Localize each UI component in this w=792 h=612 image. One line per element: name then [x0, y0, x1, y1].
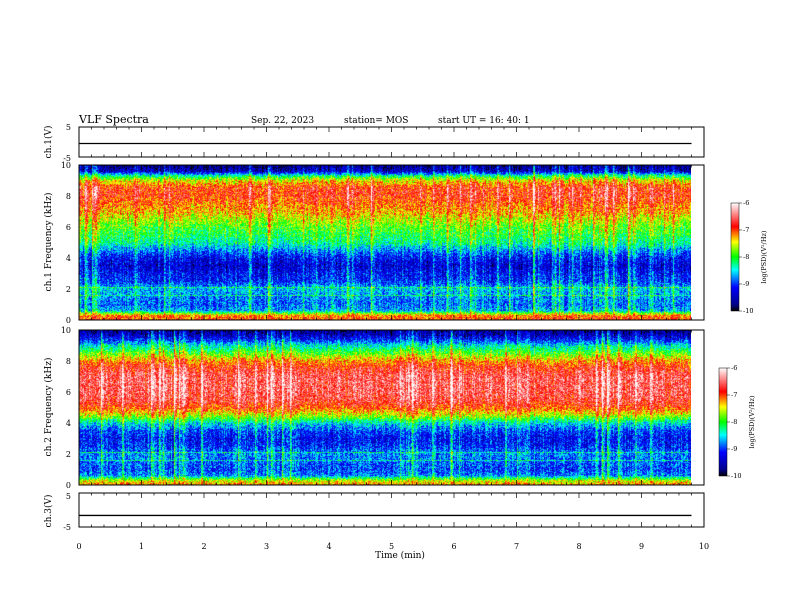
- ch2-colorbar-label: log(PSD)(V²/Hz): [748, 395, 756, 448]
- ch1-colorbar-tick-m7: -7: [743, 226, 749, 234]
- ch2-freq-tick-6: 6: [66, 388, 71, 397]
- ch1-colorbar: -6 -7 -8 -9 -10 log(PSD)(V²/Hz): [730, 199, 768, 315]
- ch1-colorbar-tick-m10: -10: [743, 307, 753, 315]
- time-tick-2: 2: [201, 542, 206, 551]
- ch2-colorbar-tick-m7: -7: [731, 391, 737, 399]
- time-tick-5: 5: [389, 542, 394, 551]
- ch3-voltage-ticks: [78, 493, 705, 527]
- ch3-voltage-ylabel: ch.3(V): [43, 495, 54, 528]
- time-tick-3: 3: [264, 542, 269, 551]
- date-label: Sep. 22, 2023: [251, 116, 314, 126]
- ch1-freq-tick-0: 0: [66, 316, 71, 325]
- ch1-voltage-ylabel: ch.1(V): [43, 126, 54, 159]
- ch1-freq-tick-2: 2: [66, 285, 71, 294]
- ch1-freq-tick-8: 8: [66, 192, 71, 201]
- time-tick-9: 9: [639, 542, 644, 551]
- figure-title: VLF Spectra: [78, 113, 149, 126]
- time-axis: 0 1 2 3 4 5 6 7 8 9 10 Time (min): [76, 542, 709, 561]
- ch1-colorbar-tick-m6: -6: [743, 199, 749, 207]
- ch2-colorbar: -6 -7 -8 -9 -10 log(PSD)(V²/Hz): [718, 364, 756, 480]
- ch3-voltage-frame: [78, 492, 705, 528]
- ch2-spectrogram-image: [79, 330, 691, 485]
- ch2-spectrogram-panel: 0 2 4 6 8 10 ch.2 Frequency (kHz): [43, 326, 705, 490]
- ch1-freq-tick-6: 6: [66, 223, 71, 232]
- ch2-spectrogram-ylabel: ch.2 Frequency (kHz): [43, 358, 54, 457]
- ch1-ytick-top: 5: [66, 123, 71, 132]
- ch1-ytick-bottom: -5: [63, 154, 71, 163]
- ch2-spectrogram-ticks: [78, 330, 705, 485]
- ch2-colorbar-gradient: [718, 367, 728, 477]
- ch2-colorbar-tick-m8: -8: [731, 418, 737, 426]
- ch1-colorbar-ticks: [739, 202, 742, 312]
- ch1-voltage-ticks: [78, 127, 705, 157]
- time-tick-6: 6: [451, 542, 456, 551]
- time-tick-0: 0: [76, 542, 81, 551]
- ch1-colorbar-tick-m9: -9: [743, 280, 749, 288]
- ch1-freq-tick-4: 4: [66, 254, 71, 263]
- ch2-freq-tick-10: 10: [61, 326, 71, 335]
- ch1-spectrogram-ylabel: ch.1 Frequency (kHz): [43, 193, 54, 292]
- time-tick-1: 1: [139, 542, 144, 551]
- ch1-voltage-panel: 5 -5 ch.1(V): [43, 123, 705, 163]
- ch2-colorbar-tick-m6: -6: [731, 364, 737, 372]
- time-tick-7: 7: [514, 542, 519, 551]
- ch3-voltage-panel: 5 -5 ch.3(V): [43, 492, 705, 532]
- ch2-freq-tick-0: 0: [66, 481, 71, 490]
- ch1-colorbar-label: log(PSD)(V²/Hz): [760, 230, 768, 283]
- ch2-colorbar-ticks: [727, 367, 730, 477]
- ch1-spectrogram-image: [79, 165, 691, 320]
- ch2-freq-tick-8: 8: [66, 357, 71, 366]
- time-tick-4: 4: [326, 542, 331, 551]
- start-time-label: start UT = 16: 40: 1: [438, 116, 530, 126]
- ch2-freq-tick-4: 4: [66, 419, 71, 428]
- ch1-spectrogram-panel: 0 2 4 6 8 10 ch.1 Frequency (kHz): [43, 161, 705, 325]
- ch1-spectrogram-ticks: [78, 165, 705, 320]
- ch2-colorbar-tick-m10: -10: [731, 472, 741, 480]
- time-tick-8: 8: [576, 542, 581, 551]
- ch1-colorbar-gradient: [730, 202, 740, 312]
- ch1-freq-tick-10: 10: [61, 161, 71, 170]
- ch1-colorbar-tick-m8: -8: [743, 253, 749, 261]
- time-axis-label: Time (min): [375, 550, 425, 561]
- ch3-ytick-bottom: -5: [63, 523, 71, 532]
- ch3-ytick-top: 5: [66, 492, 71, 501]
- station-label: station= MOS: [344, 116, 408, 126]
- ch2-freq-tick-2: 2: [66, 450, 71, 459]
- time-tick-10: 10: [699, 542, 709, 551]
- ch2-colorbar-tick-m9: -9: [731, 445, 737, 453]
